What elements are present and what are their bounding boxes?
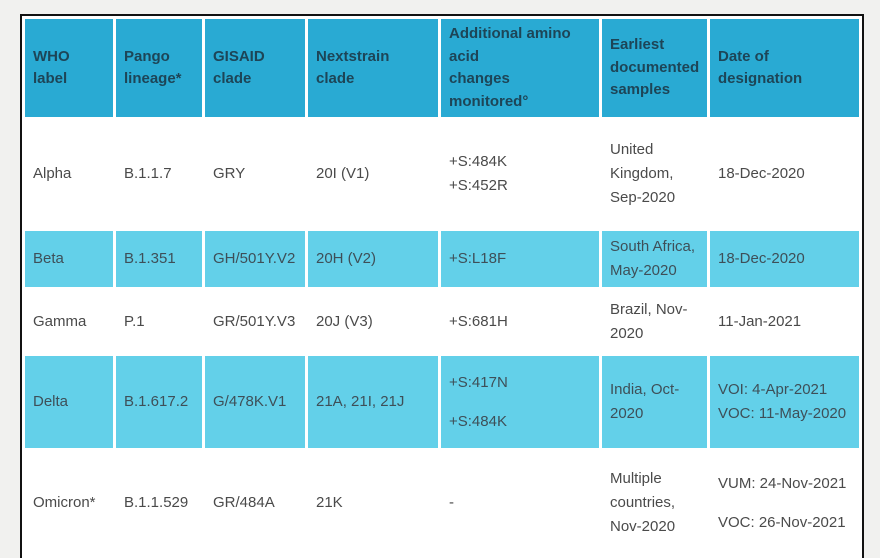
cell-alpha-earliest-samples: United Kingdom, Sep-2020	[602, 120, 707, 228]
cell-text: Multiple countries, Nov-2020	[610, 470, 676, 535]
cell-text: B.1.617.2	[124, 393, 189, 410]
cell-beta-date-of-designation: 18-Dec-2020	[710, 231, 859, 287]
column-header-label: GISAID clade	[213, 47, 265, 88]
column-header-pango-lineage: Pango lineage*	[116, 19, 202, 117]
cell-text: B.1.351	[124, 250, 176, 267]
table-row-delta: Delta B.1.617.2 G/478K.V1 21A, 21I, 21J +S:4…	[25, 356, 859, 448]
cell-gamma-amino-acid-changes: +S:681H	[441, 290, 599, 353]
cell-omicron-gisaid-clade: GR/484A	[205, 451, 305, 555]
cell-omicron-date-of-designation: VUM: 24-Nov-2021 VOC: 26-Nov-2021	[710, 451, 859, 555]
cell-text: VOI: 4-Apr-2021 VOC: 11-May-2020	[718, 381, 847, 422]
cell-text: Gamma	[33, 312, 87, 330]
cell-text: B.1.1.529	[124, 494, 189, 511]
cell-text: Beta	[33, 250, 64, 267]
table-row-gamma: Gamma P.1 GR/501Y.V3 20J (V3) +S:681H Brazil,…	[25, 290, 859, 353]
cell-omicron-earliest-samples: Multiple countries, Nov-2020	[602, 451, 707, 555]
cell-gamma-earliest-samples: Brazil, Nov-2020	[602, 290, 707, 353]
column-header-amino-acid-changes: Additional amino acid changes monitored°	[441, 19, 599, 117]
cell-text: Brazil, Nov-2020	[610, 300, 688, 342]
column-header-label: Date of designation	[718, 47, 803, 88]
cell-alpha-pango-lineage: B.1.1.7	[116, 120, 202, 228]
column-header-nextstrain-clade: Nextstrain clade	[308, 19, 438, 117]
cell-beta-earliest-samples: South Africa, May-2020	[602, 231, 707, 287]
table-row-omicron: Omicron* B.1.1.529 GR/484A 21K - Multiple cou…	[25, 451, 859, 555]
cell-text: GH/501Y.V2	[213, 250, 296, 267]
cell-text: VUM: 24-Nov-2021	[718, 474, 847, 492]
cell-text: Alpha	[33, 165, 72, 182]
cell-gamma-pango-lineage: P.1	[116, 290, 202, 353]
column-header-label: WHO label	[33, 47, 70, 88]
cell-text: GR/501Y.V3	[213, 312, 296, 330]
column-header-date-of-designation: Date of designation	[710, 19, 859, 117]
cell-delta-gisaid-clade: G/478K.V1	[205, 356, 305, 448]
cell-text: 11-Jan-2021	[718, 312, 802, 330]
cell-text: 21K	[316, 494, 343, 511]
column-header-label: Nextstrain clade	[316, 47, 390, 88]
cell-text: VOC: 26-Nov-2021	[718, 513, 846, 531]
cell-text: P.1	[124, 312, 145, 330]
cell-text: +S:417N	[449, 373, 508, 391]
cell-alpha-amino-acid-changes: +S:484K +S:452R	[441, 120, 599, 228]
cell-text: -	[449, 494, 454, 511]
cell-text: 20I (V1)	[316, 165, 370, 182]
cell-beta-pango-lineage: B.1.351	[116, 231, 202, 287]
cell-delta-nextstrain-clade: 21A, 21I, 21J	[308, 356, 438, 448]
cell-delta-pango-lineage: B.1.617.2	[116, 356, 202, 448]
column-header-gisaid-clade: GISAID clade	[205, 19, 305, 117]
table-header-row: WHO label Pango lineage* GISAID clade Nexts…	[25, 19, 859, 117]
cell-delta-amino-acid-changes: +S:417N +S:484K	[441, 356, 599, 448]
cell-text: GR/484A	[213, 494, 275, 511]
cell-text: South Africa, May-2020	[610, 238, 696, 279]
cell-delta-earliest-samples: India, Oct-2020	[602, 356, 707, 448]
cell-delta-who-label: Delta	[25, 356, 113, 448]
cell-beta-who-label: Beta	[25, 231, 113, 287]
cell-text: GRY	[213, 165, 246, 182]
cell-text: +S:L18F	[449, 250, 507, 267]
cell-delta-date-of-designation: VOI: 4-Apr-2021 VOC: 11-May-2020	[710, 356, 859, 448]
table-row-beta: Beta B.1.351 GH/501Y.V2 20H (V2) +S:L18F Sout…	[25, 231, 859, 287]
cell-text: +S:484K +S:452R	[449, 153, 508, 194]
cell-omicron-who-label: Omicron*	[25, 451, 113, 555]
cell-gamma-who-label: Gamma	[25, 290, 113, 353]
cell-text: +S:681H	[449, 312, 508, 330]
cell-text: Delta	[33, 393, 69, 410]
column-header-label: Additional amino acid changes monitored°	[449, 25, 571, 110]
column-header-label: Pango lineage*	[124, 47, 182, 88]
cell-text: G/478K.V1	[213, 393, 287, 410]
table-body: Alpha B.1.1.7 GRY 20I (V1) +S:484K +S:452R Un…	[25, 120, 859, 555]
cell-text: 18-Dec-2020	[718, 165, 805, 182]
cell-alpha-who-label: Alpha	[25, 120, 113, 228]
cell-omicron-amino-acid-changes: -	[441, 451, 599, 555]
cell-gamma-gisaid-clade: GR/501Y.V3	[205, 290, 305, 353]
column-header-who-label: WHO label	[25, 19, 113, 117]
cell-text: +S:484K	[449, 412, 507, 430]
cell-beta-amino-acid-changes: +S:L18F	[441, 231, 599, 287]
column-header-earliest-samples: Earliest documented samples	[602, 19, 707, 117]
cell-gamma-date-of-designation: 11-Jan-2021	[710, 290, 859, 353]
cell-beta-nextstrain-clade: 20H (V2)	[308, 231, 438, 287]
cell-alpha-date-of-designation: 18-Dec-2020	[710, 120, 859, 228]
cell-text: 18-Dec-2020	[718, 250, 805, 267]
cell-beta-gisaid-clade: GH/501Y.V2	[205, 231, 305, 287]
variants-table: WHO label Pango lineage* GISAID clade Nexts…	[20, 14, 864, 558]
cell-text: United Kingdom, Sep-2020	[610, 141, 676, 206]
cell-alpha-nextstrain-clade: 20I (V1)	[308, 120, 438, 228]
cell-text: 20J (V3)	[316, 312, 373, 330]
cell-text: B.1.1.7	[124, 165, 172, 182]
cell-text: Omicron*	[33, 494, 96, 511]
table-header: WHO label Pango lineage* GISAID clade Nexts…	[25, 19, 859, 117]
cell-omicron-nextstrain-clade: 21K	[308, 451, 438, 555]
cell-text: 20H (V2)	[316, 250, 377, 267]
table-row-alpha: Alpha B.1.1.7 GRY 20I (V1) +S:484K +S:452R Un…	[25, 120, 859, 228]
cell-alpha-gisaid-clade: GRY	[205, 120, 305, 228]
cell-text: India, Oct-2020	[610, 381, 680, 422]
cell-text: 21A, 21I, 21J	[316, 393, 405, 410]
cell-omicron-pango-lineage: B.1.1.529	[116, 451, 202, 555]
cell-gamma-nextstrain-clade: 20J (V3)	[308, 290, 438, 353]
column-header-label: Earliest documented samples	[610, 36, 700, 99]
